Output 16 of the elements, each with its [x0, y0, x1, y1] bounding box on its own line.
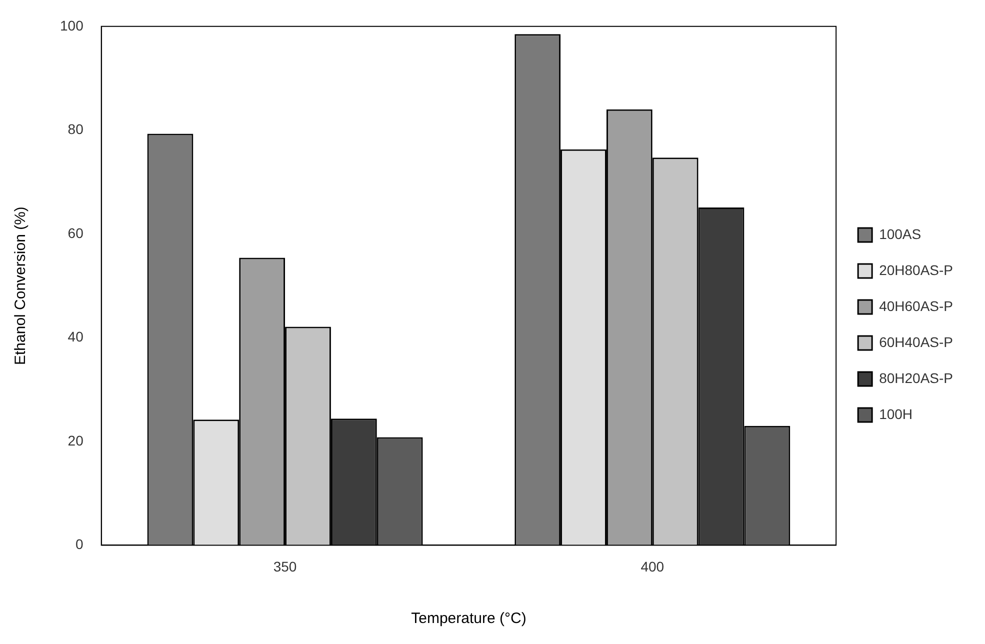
y-tick-label: 0 [76, 536, 84, 552]
y-tick-label: 80 [68, 121, 84, 138]
x-tick-label: 400 [640, 558, 664, 574]
legend-label: 80H20AS-P [879, 370, 954, 386]
y-axis-title: Ethanol Conversion (%) [12, 206, 30, 366]
x-axis-title: Temperature (°C) [411, 610, 526, 628]
y-tick-label: 20 [68, 432, 84, 448]
x-tick-label: 350 [273, 558, 297, 574]
legend-label: 100AS [879, 226, 922, 242]
y-tick-label: 100 [60, 17, 84, 34]
legend-label: 100H [879, 406, 913, 422]
legend-label: 20H80AS-P [879, 262, 954, 278]
y-tick-label: 60 [68, 224, 84, 241]
legend-label: 60H40AS-P [879, 334, 954, 350]
y-tick-label: 40 [68, 328, 84, 345]
legend-label: 40H60AS-P [879, 298, 954, 314]
